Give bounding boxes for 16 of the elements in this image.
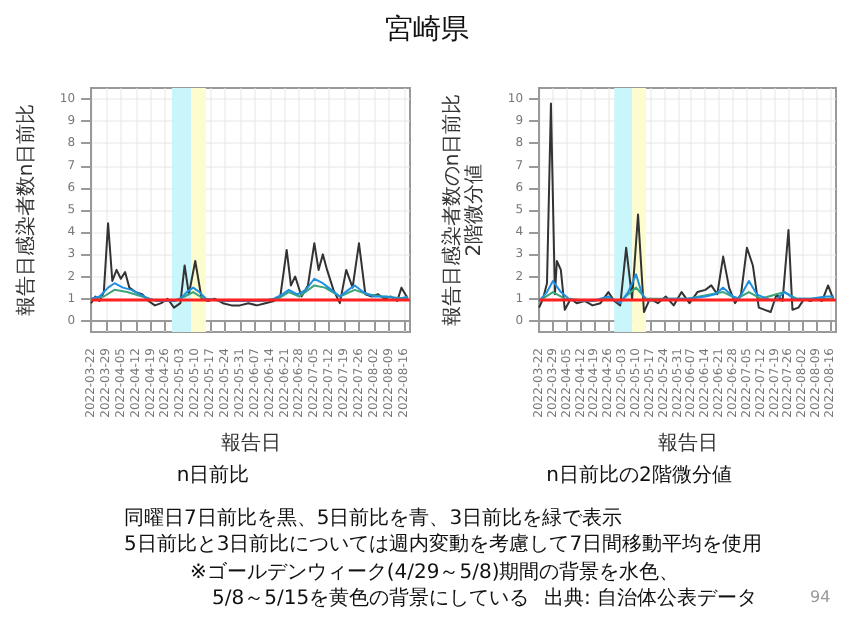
line-series [90,222,409,309]
text: 5/8～5/15を黄色の背景にしている [212,585,530,612]
text: 94 [810,588,831,606]
line-series [538,273,836,305]
source-note: 出典: 自治体公表データ [544,585,758,612]
y-axis-title: 報告日感染者数n日前比 [14,103,38,317]
text: 5日前比と3日前比については週内変動を考慮して7日間移動平均を使用 [124,531,763,558]
text: n日前比 [176,463,250,487]
text: ※ゴールデンウィーク(4/29～5/8)期間の背景を水色、 [190,559,680,586]
x-axis-title: 報告日 [657,430,718,455]
text: n日前比の2階微分値 [546,463,732,487]
y-axis-title: 報告日感染者数のn日前比 2階微分値 [440,93,486,327]
line-series [538,102,836,314]
text: 宮崎県 [383,12,471,48]
text: 同曜日7日前比を黒、5日前比を青、3日前比を緑で表示 [124,505,623,532]
x-axis-title: 報告日 [220,430,281,455]
